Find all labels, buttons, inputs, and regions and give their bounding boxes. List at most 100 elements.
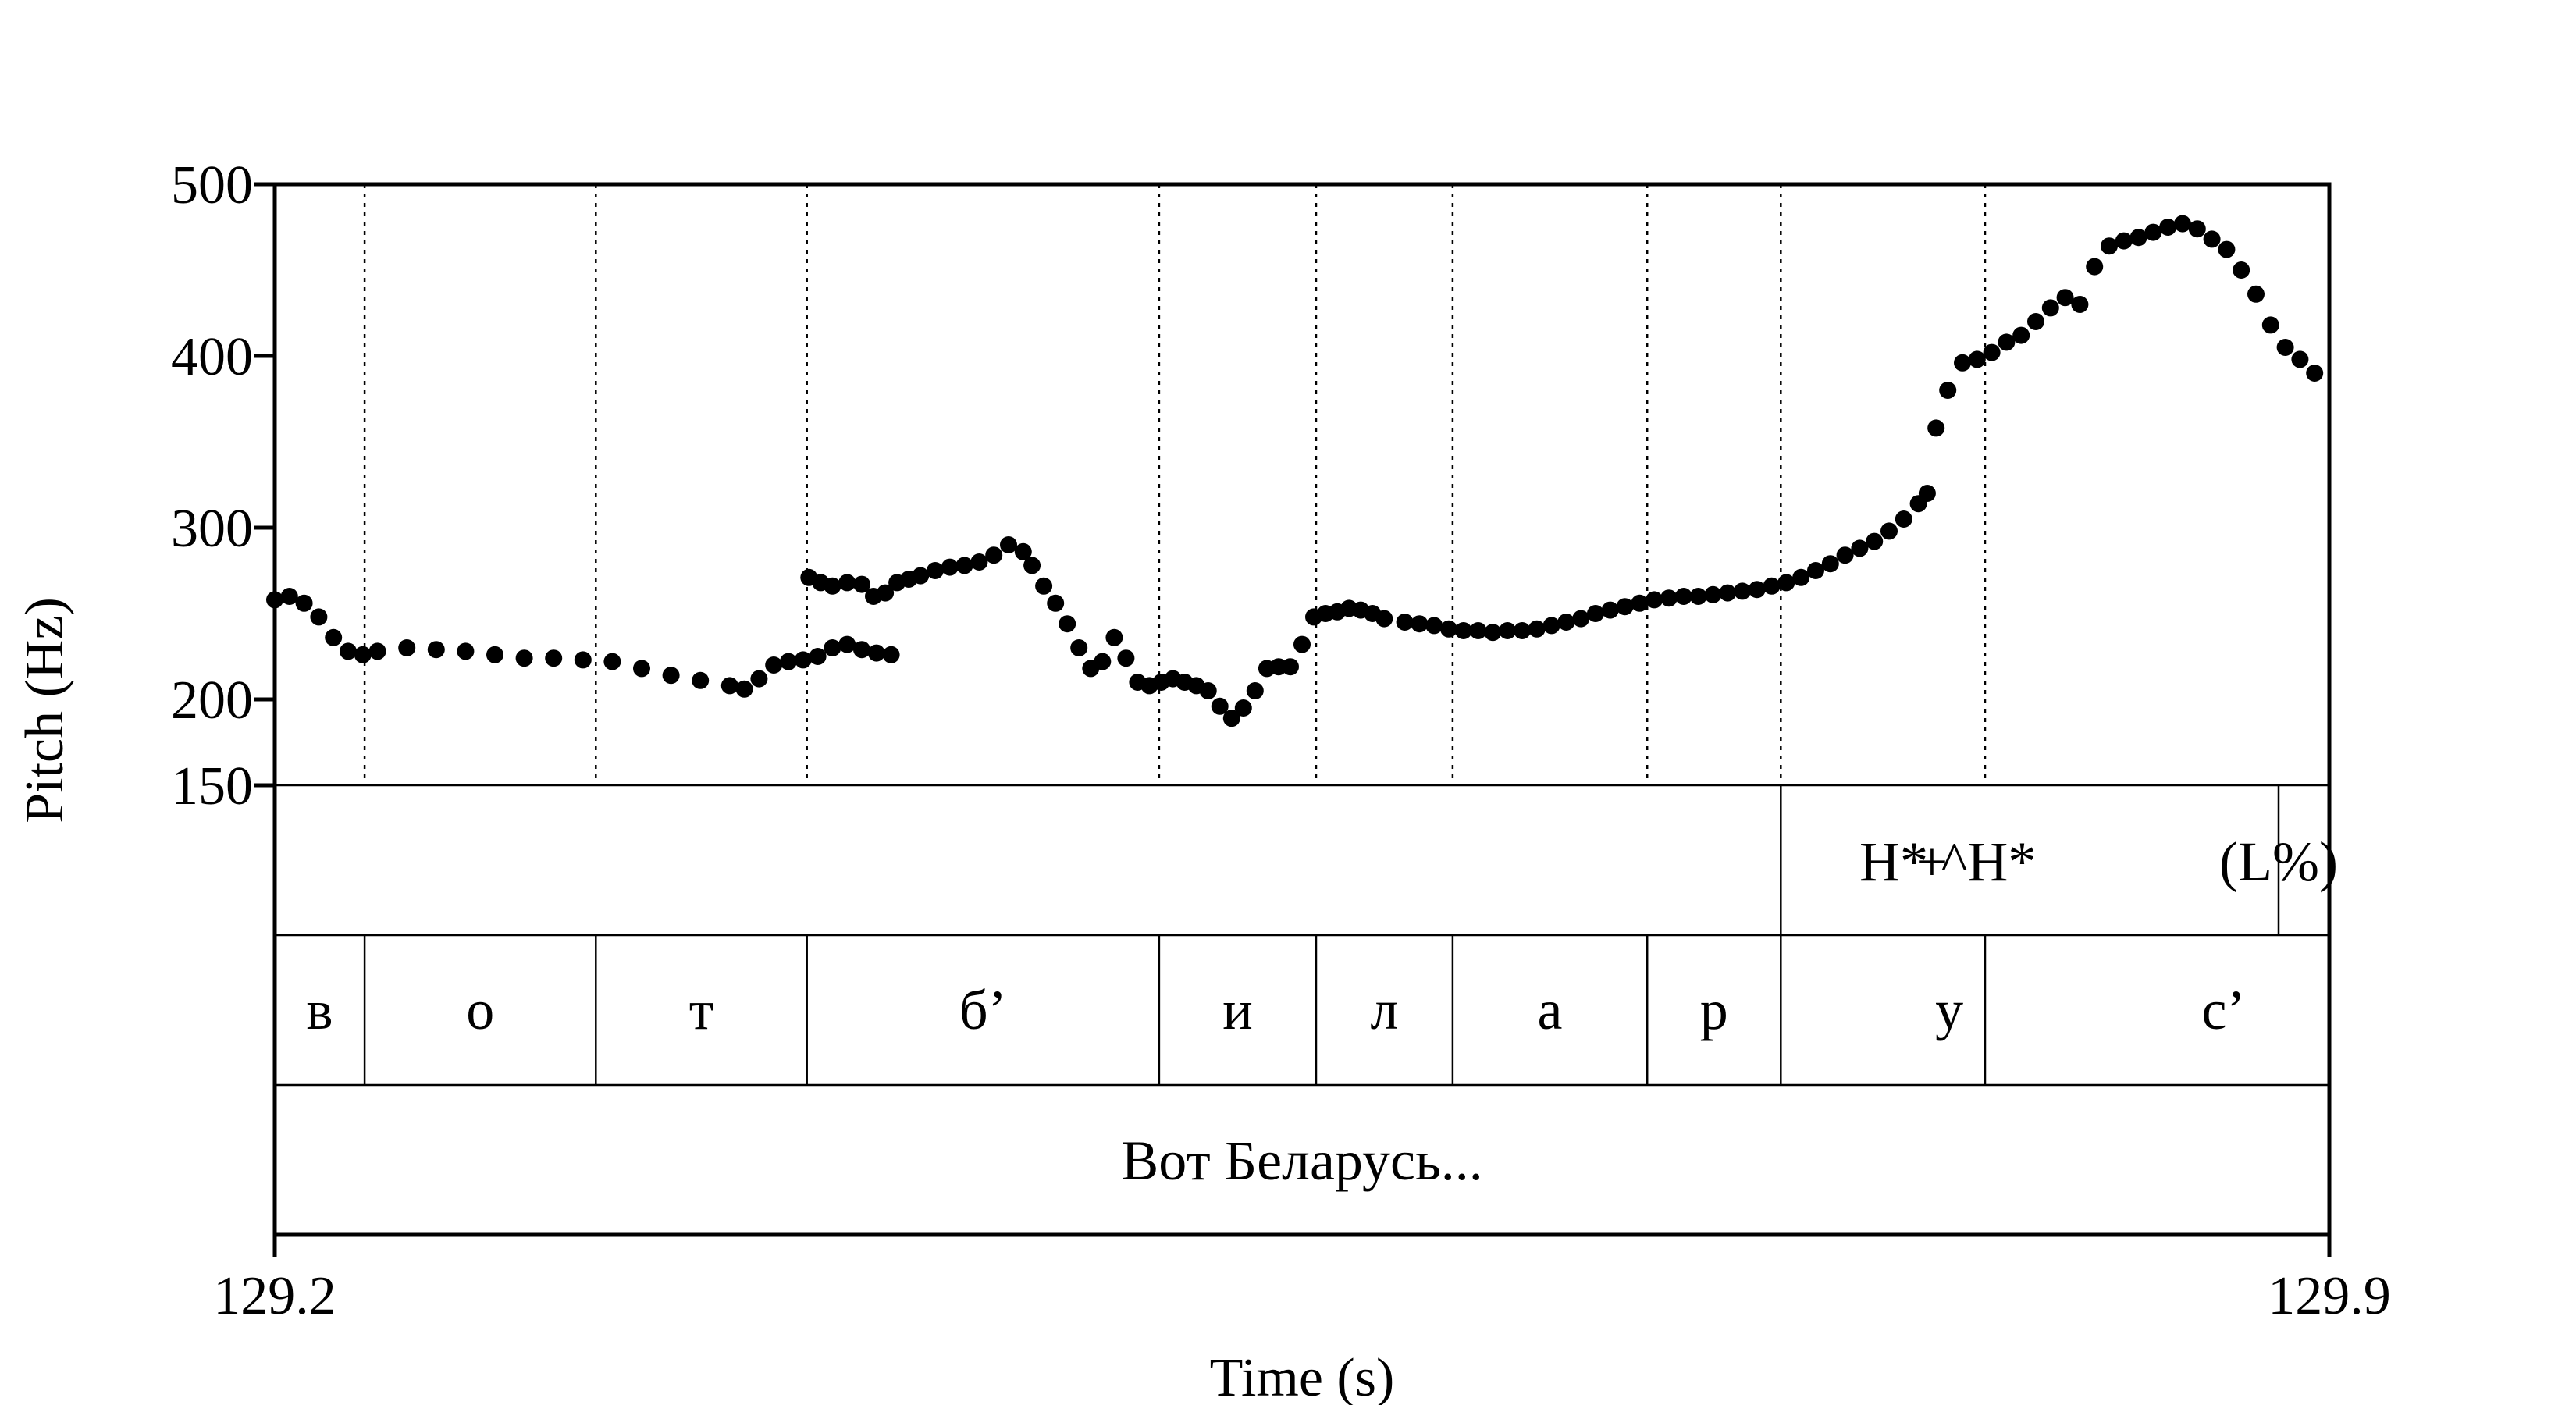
pitch-point — [545, 649, 563, 667]
pitch-point — [1484, 624, 1502, 642]
pitch-point — [1211, 697, 1229, 715]
pitch-point — [1807, 562, 1824, 579]
pitch-point — [1689, 588, 1707, 605]
pitch-point — [2159, 219, 2177, 236]
pitch-point — [2247, 285, 2265, 303]
tone-label: + — [1916, 831, 1948, 893]
pitch-point — [1777, 574, 1795, 592]
pitch-point — [1499, 622, 1517, 639]
pitch-point — [735, 680, 753, 698]
pitch-point — [1939, 382, 1957, 399]
y-tick-label: 300 — [171, 499, 253, 559]
pitch-point — [1234, 699, 1252, 717]
pitch-point — [2174, 215, 2191, 233]
pitch-point — [1866, 532, 1884, 550]
x-tick-label-end: 129.9 — [2268, 1266, 2391, 1326]
pitch-point — [1880, 522, 1898, 540]
pitch-point — [838, 635, 856, 653]
pitch-point — [354, 646, 372, 663]
pitch-point — [1542, 617, 1560, 635]
tone-label: (L%) — [2219, 831, 2338, 893]
pitch-point — [1454, 622, 1472, 639]
segment-label: б’ — [959, 979, 1007, 1041]
segment-boundary-lines — [363, 184, 1987, 1085]
pitch-point — [1375, 610, 1393, 628]
tone-tier: H*+^H* (L%) — [1859, 831, 2338, 893]
pitch-point — [985, 546, 1003, 564]
pitch-point — [1836, 546, 1854, 564]
pitch-point — [1792, 568, 1810, 586]
pitch-point — [325, 628, 343, 646]
pitch-point — [882, 646, 900, 663]
pitch-point — [1616, 598, 1634, 616]
pitch-point — [1396, 614, 1414, 631]
pitch-point — [1094, 653, 1112, 670]
pitch-point — [1954, 354, 1971, 372]
pitch-point — [2261, 316, 2279, 334]
pitch-point — [486, 646, 503, 663]
pitch-point — [2012, 326, 2030, 344]
pitch-point — [838, 574, 856, 592]
segment-label: а — [1538, 979, 1563, 1041]
pitch-point — [941, 558, 959, 576]
pitch-point — [1105, 628, 1123, 646]
utterance-label: Вот Беларусь... — [1121, 1129, 1483, 1192]
y-axis-title: Pitch (Hz) — [15, 597, 75, 823]
pitch-point — [2276, 339, 2294, 356]
pitch-point — [1293, 635, 1311, 653]
pitch-track — [266, 215, 2324, 727]
x-tick-label-start: 129.2 — [213, 1266, 336, 1326]
pitch-point — [765, 656, 783, 674]
segment-label: с’ — [2202, 979, 2246, 1041]
pitch-point — [1998, 333, 2016, 351]
pitch-point — [662, 667, 680, 685]
pitch-point — [1631, 594, 1649, 612]
pitch-point — [1282, 658, 1299, 676]
pitch-point — [780, 653, 797, 670]
pitch-point — [295, 594, 313, 612]
pitch-point — [1895, 510, 1912, 528]
pitch-point — [1000, 536, 1017, 553]
pitch-point — [824, 639, 841, 656]
pitch-point — [368, 642, 386, 660]
pitch-point — [2071, 296, 2089, 313]
pitch-point — [2218, 240, 2236, 258]
plot-frame — [272, 182, 2332, 1237]
pitch-point — [1199, 682, 1217, 699]
pitch-point — [1246, 682, 1264, 699]
segment-label: и — [1222, 979, 1253, 1041]
pitch-point — [1734, 582, 1751, 600]
pitch-point — [515, 649, 533, 667]
pitch-point — [2101, 237, 2118, 255]
pitch-point — [340, 642, 357, 660]
pitch-point — [2144, 223, 2162, 241]
pitch-point — [1748, 581, 1766, 599]
pitch-point — [2306, 365, 2324, 382]
pitch-point — [1763, 577, 1781, 595]
pitch-point — [2056, 289, 2074, 307]
pitch-point — [1674, 588, 1692, 605]
pitch-point — [809, 648, 827, 665]
pitch-point — [1469, 622, 1487, 639]
pitch-point — [2203, 230, 2221, 248]
y-tick-label: 500 — [171, 155, 253, 215]
pitch-point — [1117, 649, 1135, 667]
pitch-point — [1411, 615, 1429, 633]
pitch-point — [310, 608, 328, 626]
pitch-point — [1851, 539, 1869, 557]
pitch-point — [1660, 589, 1678, 607]
pitch-point — [1719, 584, 1737, 602]
pitch-point — [1014, 542, 1032, 560]
pitch-point — [2188, 220, 2206, 238]
pitch-point — [633, 660, 650, 678]
y-tick-label: 150 — [171, 756, 253, 816]
pitch-point — [574, 651, 592, 669]
pitch-point — [1425, 617, 1443, 635]
pitch-point — [927, 562, 944, 579]
segment-label: р — [1700, 979, 1728, 1041]
pitch-point — [692, 671, 710, 689]
pitch-point — [1572, 610, 1590, 628]
pitch-point — [955, 557, 973, 574]
x-axis-title: Time (s) — [1210, 1348, 1395, 1405]
pitch-point — [1557, 614, 1575, 631]
